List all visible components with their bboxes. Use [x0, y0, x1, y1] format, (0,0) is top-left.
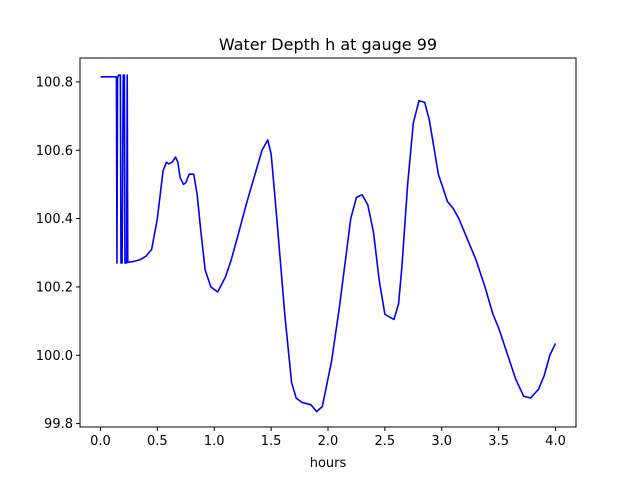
y-tick-label: 100.4 — [36, 212, 73, 227]
y-tick-label: 99.8 — [44, 417, 73, 432]
x-tick-label: 2.5 — [375, 434, 396, 449]
x-tick-label: 3.5 — [488, 434, 509, 449]
chart-title: Water Depth h at gauge 99 — [219, 35, 437, 54]
x-tick-label: 3.0 — [431, 434, 452, 449]
plot-area — [79, 57, 577, 428]
x-axis-label: hours — [310, 456, 347, 471]
y-axis: 99.8 100.0 100.2 100.4 100.6 100.8 — [36, 75, 80, 432]
y-tick-label: 100.6 — [36, 144, 73, 159]
y-tick-label: 100.0 — [36, 349, 73, 364]
x-axis: 0.0 0.5 1.0 1.5 2.0 2.5 3.0 3.5 4.0 — [90, 427, 566, 449]
series-line-0 — [100, 74, 557, 413]
x-tick-label: 0.0 — [90, 434, 111, 449]
y-tick-label: 100.2 — [36, 280, 73, 295]
x-tick-label: 4.0 — [545, 434, 566, 449]
x-tick-label: 0.5 — [147, 434, 168, 449]
x-tick-label: 1.5 — [261, 434, 282, 449]
y-tick-label: 100.8 — [36, 75, 73, 90]
plot-frame — [79, 57, 577, 428]
x-tick-label: 1.0 — [204, 434, 225, 449]
x-tick-label: 2.0 — [318, 434, 339, 449]
